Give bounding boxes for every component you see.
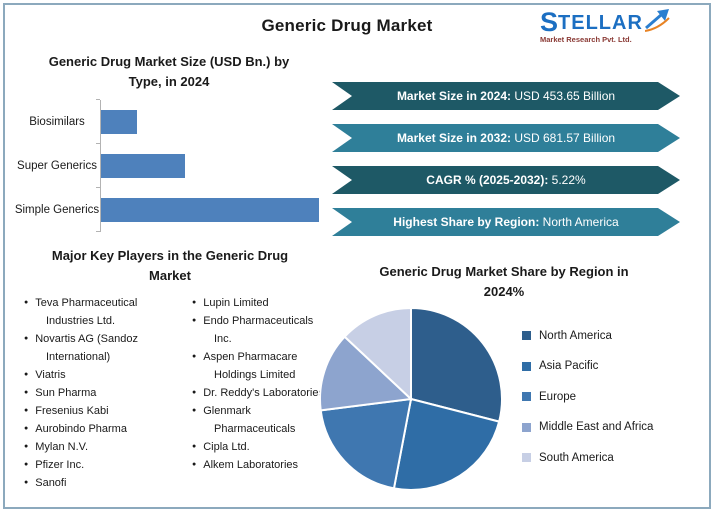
legend-label: Europe [539, 390, 577, 403]
pie-legend: North America Asia Pacific Europe Middle Ea… [522, 320, 653, 494]
legend-label: South America [539, 451, 614, 464]
stat-banner: CAGR % (2025-2032): 5.22% [332, 166, 680, 194]
key-players-title: Major Key Players in the Generic Drug Ma… [51, 248, 289, 284]
pie-slice [343, 307, 412, 402]
key-player-list-item: Novartis AG (Sandoz International) [14, 330, 170, 366]
key-player-list-item: Mylan N.V. [14, 438, 170, 456]
logo-tagline: Market Research Pvt. Ltd. [540, 35, 632, 44]
stat-banner-value: USD 453.65 Billion [511, 89, 616, 103]
bar-chart-title: Generic Drug Market Size (USD Bn.) by Ty… [48, 54, 290, 90]
stat-banner-label: Highest Share by Region: [393, 215, 540, 229]
legend-item: Middle East and Africa [522, 412, 653, 443]
bar-category-label: Biosimilars [29, 115, 85, 128]
stat-banner: Highest Share by Region: North America [332, 208, 680, 236]
growth-arrow-icon [644, 9, 670, 32]
key-players-section: Major Key Players in the Generic Drug Ma… [14, 246, 326, 492]
stat-banner: Market Size in 2032: USD 681.57 Billion [332, 124, 680, 152]
legend-swatch [522, 392, 531, 402]
bar [101, 110, 137, 135]
page-title: Generic Drug Market [261, 16, 433, 35]
key-player-list-item: Lupin Limited [182, 294, 324, 312]
key-player-list-item: Glenmark Pharmaceuticals [182, 402, 324, 438]
legend-label: North America [539, 329, 612, 342]
stat-banner-value: 5.22% [548, 173, 586, 187]
stat-banner: Market Size in 2024: USD 453.65 Billion [332, 82, 680, 110]
key-player-list-item: Endo Pharmaceuticals Inc. [182, 312, 324, 348]
legend-swatch [522, 453, 531, 463]
key-player-list-item: Pfizer Inc. [14, 456, 170, 474]
bar-track [96, 143, 324, 189]
key-player-list-item: Fresenius Kabi [14, 402, 170, 420]
key-player-list-item: Sun Pharma [14, 384, 170, 402]
key-player-list-item: Aspen Pharmacare Holdings Limited [182, 348, 324, 384]
stellar-logo: S TELLAR Market Research Pvt. Ltd. [540, 8, 696, 44]
pie-slice [319, 398, 413, 490]
legend-label: Asia Pacific [539, 360, 599, 373]
stat-banner-label: CAGR % (2025-2032): [426, 173, 549, 187]
key-player-list-item: Cipla Ltd. [182, 438, 324, 456]
bar-row: Simple Generics [14, 187, 324, 233]
bar-row: Biosimilars [14, 99, 324, 145]
bar [101, 198, 319, 223]
stat-banner-value: North America [539, 215, 619, 229]
bar-category-label: Simple Generics [14, 203, 100, 216]
pie-chart-section: Generic Drug Market Share by Region in 2… [316, 262, 692, 494]
legend-swatch [522, 361, 531, 371]
logo-brand-initial: S [540, 7, 559, 37]
key-player-list-item: Dr. Reddy's Laboratories [182, 384, 324, 402]
stat-banner-value: USD 681.57 Billion [511, 131, 616, 145]
key-player-list-item: Sanofi [14, 474, 170, 492]
legend-swatch [522, 331, 531, 341]
pie-slice [392, 398, 501, 492]
key-player-list-item: Aurobindo Pharma [14, 420, 170, 438]
legend-swatch [522, 422, 531, 432]
pie-slice [410, 307, 503, 424]
legend-item: North America [522, 320, 653, 351]
legend-label: Middle East and Africa [539, 421, 654, 434]
pie-chart-title: Generic Drug Market Share by Region in 2… [379, 264, 629, 300]
key-players-column-2: Lupin LimitedEndo Pharmaceuticals Inc.As… [182, 294, 324, 492]
legend-item: Asia Pacific [522, 351, 653, 382]
legend-item: Europe [522, 381, 653, 412]
bar-category-label: Super Generics [17, 159, 97, 172]
stat-banner-label: Market Size in 2024: [396, 89, 511, 103]
bar-track [96, 99, 324, 145]
bar-track [96, 187, 324, 233]
stat-banners: Market Size in 2024: USD 453.65 Billion M… [332, 82, 680, 236]
key-players-column-1: Teva Pharmaceutical Industries Ltd.Novar… [14, 294, 170, 492]
pie-chart [316, 304, 506, 494]
key-player-list-item: Viatris [14, 366, 170, 384]
bar-chart: Biosimilars Super Generics Simple Generics [14, 99, 324, 233]
logo-brand-text: TELLAR [558, 12, 643, 34]
key-player-list-item: Teva Pharmaceutical Industries Ltd. [14, 294, 170, 330]
bar-chart-section: Generic Drug Market Size (USD Bn.) by Ty… [14, 52, 324, 233]
stat-banner-label: Market Size in 2032: [396, 131, 511, 145]
pie-slice [319, 335, 414, 412]
legend-item: South America [522, 442, 653, 473]
bar [101, 154, 185, 179]
bar-row: Super Generics [14, 143, 324, 189]
key-player-list-item: Alkem Laboratories [182, 456, 324, 474]
